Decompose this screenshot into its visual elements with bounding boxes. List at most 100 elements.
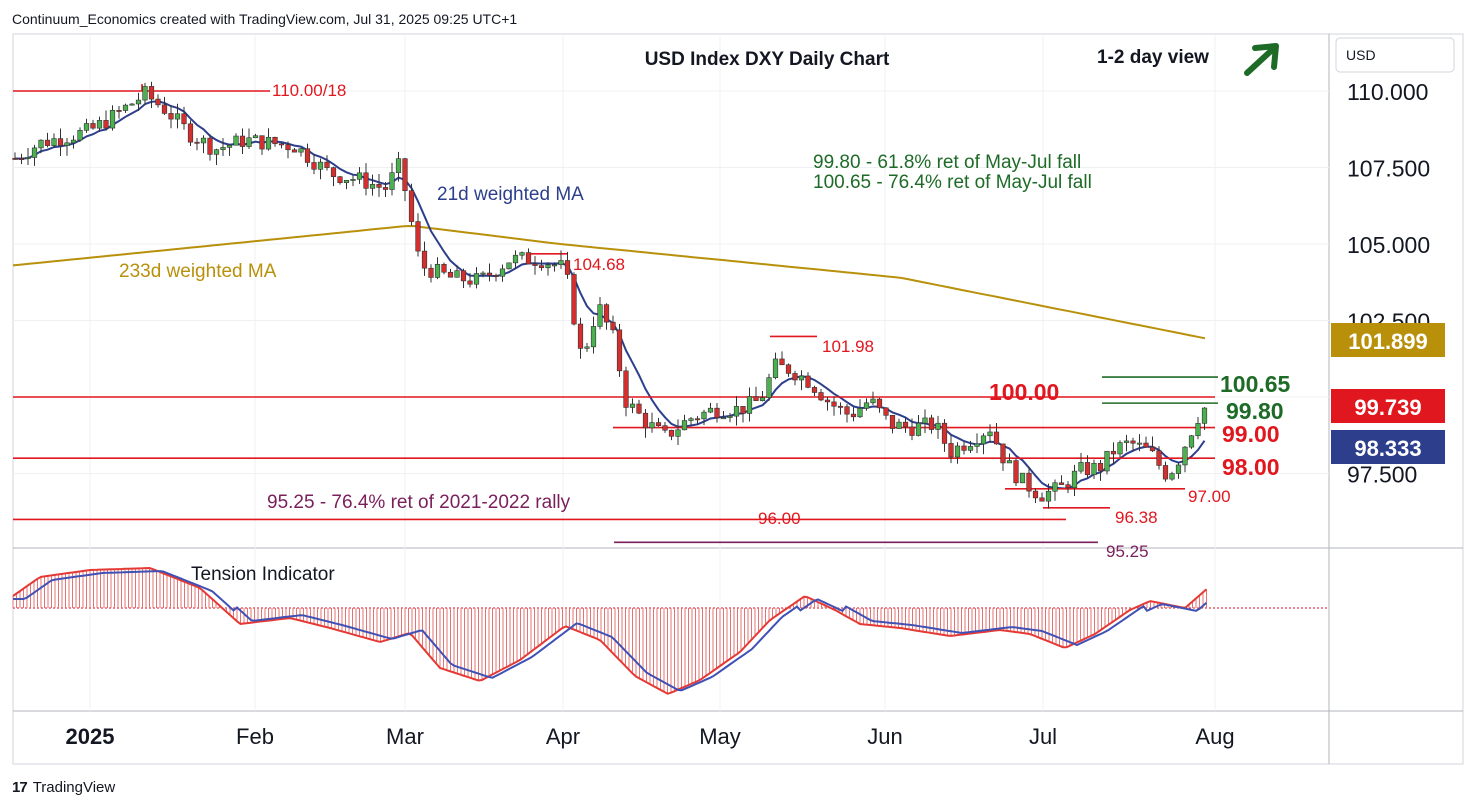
candle-body — [330, 167, 337, 178]
candle — [395, 151, 402, 182]
candle-body — [200, 137, 207, 144]
chart-frame — [12, 33, 1464, 765]
candle-body — [1000, 443, 1006, 464]
candle — [993, 422, 1000, 445]
candle — [1058, 475, 1065, 485]
candle-body — [805, 375, 811, 388]
candle-body — [987, 431, 993, 437]
candle — [265, 128, 272, 151]
candle — [909, 418, 915, 441]
level-label: 99.80 — [1226, 398, 1284, 424]
x-tick-jul: Jul — [1029, 724, 1057, 749]
candle-body — [213, 149, 220, 155]
candle-body — [785, 364, 792, 374]
candle-body — [311, 162, 317, 170]
currency-box — [1335, 37, 1455, 73]
candle — [805, 372, 811, 389]
level-lines: 110.00/18104.68101.98100.65100.0099.8099… — [13, 81, 1291, 561]
candle-body — [889, 415, 896, 429]
candle-body — [298, 148, 304, 153]
candle-body — [610, 321, 616, 331]
candle — [174, 103, 181, 129]
level-label: 98.00 — [1222, 454, 1280, 480]
candle-body — [772, 358, 779, 378]
candle-body — [135, 99, 142, 105]
candle — [746, 387, 753, 422]
candle — [480, 271, 486, 278]
candle-body — [915, 422, 922, 436]
candle — [584, 343, 590, 352]
candle — [460, 268, 467, 288]
candle-body — [460, 270, 467, 282]
candle — [577, 317, 584, 359]
candle — [415, 213, 421, 257]
candle-body — [1091, 462, 1097, 476]
candle-body — [428, 267, 434, 278]
indicator-slow-line — [13, 570, 1208, 692]
level-99-80: 99.80 — [1102, 398, 1284, 424]
series-label-ma21: 21d weighted MA — [437, 184, 584, 205]
candle-body — [129, 103, 135, 106]
level-label: 95.25 — [1106, 542, 1149, 561]
candle-body — [1195, 423, 1201, 437]
candle — [304, 143, 311, 167]
candle-body — [1052, 482, 1058, 492]
candle-body — [233, 135, 239, 146]
axes: 110.000107.500105.000102.50097.500USD202… — [66, 37, 1455, 749]
candle-body — [454, 270, 460, 278]
candle-body — [486, 272, 493, 276]
candle-body — [285, 144, 291, 151]
candle-body — [350, 179, 356, 181]
candle — [161, 96, 168, 115]
candle — [1019, 472, 1026, 484]
candle — [642, 409, 649, 438]
candle — [1013, 458, 1019, 486]
candle — [967, 440, 974, 453]
candle-body — [304, 148, 311, 163]
candle — [948, 434, 954, 464]
candle-body — [1032, 490, 1039, 499]
candle — [330, 166, 337, 187]
candle-body — [70, 139, 77, 144]
candle-body — [441, 264, 447, 273]
candle-body — [51, 138, 57, 146]
level-label: 101.98 — [822, 337, 874, 356]
candle-body — [811, 387, 818, 393]
candle — [207, 134, 213, 161]
candle-body — [408, 190, 415, 222]
level-label: 96.38 — [1115, 508, 1158, 527]
level-label: 99.00 — [1222, 421, 1280, 447]
candle — [369, 174, 376, 196]
candle — [811, 385, 818, 397]
candle — [837, 402, 844, 415]
candle — [928, 414, 935, 434]
currency-label: USD — [1346, 47, 1376, 63]
candle-body — [779, 358, 785, 366]
candle-body — [798, 375, 805, 381]
candle — [1182, 446, 1188, 473]
candle-body — [207, 137, 213, 155]
candle — [148, 81, 155, 109]
candle — [668, 429, 675, 441]
candle-body — [499, 268, 506, 277]
level-101-98: 101.98 — [770, 335, 874, 356]
candle — [38, 139, 44, 154]
candle — [1130, 437, 1136, 452]
candle — [389, 162, 395, 196]
candle-body — [1156, 450, 1162, 466]
candle-body — [1045, 490, 1052, 502]
candle-body — [155, 98, 161, 106]
candle-body — [12, 158, 18, 160]
tension-indicator-pane — [12, 566, 1329, 695]
candle — [77, 127, 83, 142]
candle — [324, 155, 330, 171]
candle — [1006, 453, 1013, 464]
candle-body — [642, 412, 649, 429]
candle-body — [1123, 440, 1130, 443]
candle-body — [363, 172, 369, 189]
tradingview-brand: 17 TradingView — [12, 779, 116, 796]
candle-body — [740, 406, 746, 414]
candle — [64, 138, 70, 156]
candle-body — [77, 130, 83, 141]
